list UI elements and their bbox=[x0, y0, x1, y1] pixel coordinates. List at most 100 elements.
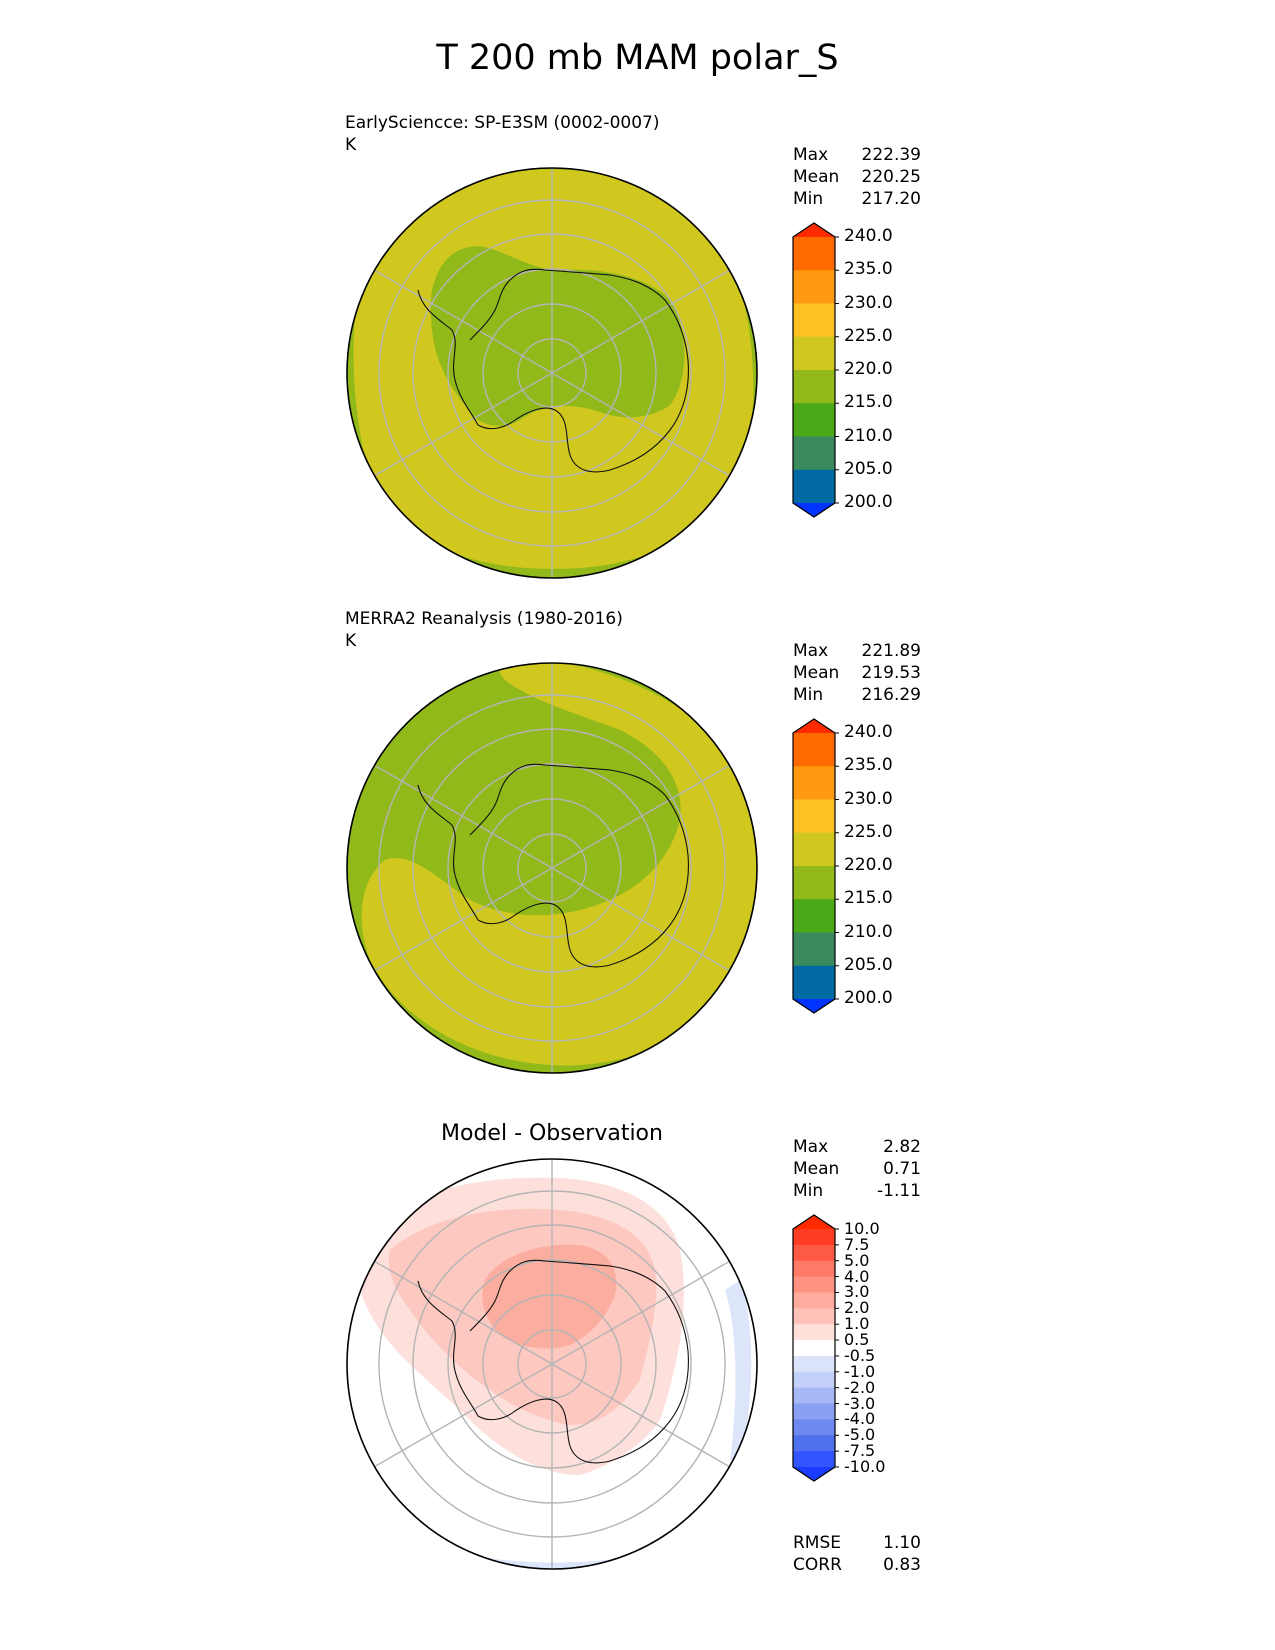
colorbar-tick-label: 2.0 bbox=[844, 1298, 870, 1318]
colorbar-segment bbox=[793, 866, 835, 900]
panel-2-colorbar bbox=[792, 718, 839, 1014]
panel-3-title: Model - Observation bbox=[441, 1121, 663, 1146]
colorbar-tick-label: 215.0 bbox=[844, 392, 893, 413]
figure-title: T 200 mb MAM polar_S bbox=[436, 38, 839, 78]
colorbar-tick-label: 5.0 bbox=[844, 1250, 870, 1270]
panel-1-units: K bbox=[345, 135, 357, 155]
colorbar-segment bbox=[793, 1403, 835, 1420]
colorbar-tick-label: 10.0 bbox=[844, 1219, 880, 1238]
colorbar-tick-label: 200.0 bbox=[844, 988, 893, 1008]
panel-3-stats: Max 2.82 Mean 0.71 Min -1.11 bbox=[793, 1136, 921, 1202]
stat-row: Max 222.39 bbox=[793, 145, 921, 165]
colorbar-tick-label: 205.0 bbox=[844, 458, 893, 479]
colorbar-tick-label: 240.0 bbox=[844, 722, 893, 742]
colorbar-segment bbox=[793, 403, 835, 437]
colorbar-segment bbox=[793, 1260, 835, 1278]
graticule bbox=[373, 663, 731, 1073]
colorbar-segment bbox=[793, 965, 835, 1000]
stat-row: Mean 219.53 bbox=[793, 663, 921, 683]
panel-1-title-text: EarlySciencce: SP-E3SM (0002-0007) bbox=[345, 113, 660, 133]
stat-row: Min 216.29 bbox=[793, 685, 921, 705]
colorbar-tick-label: 240.0 bbox=[844, 226, 893, 246]
metric-row: CORR 0.83 bbox=[793, 1555, 921, 1575]
panel-1-colorbar bbox=[792, 222, 839, 518]
coastline bbox=[417, 763, 689, 968]
panel-2-title-text: MERRA2 Reanalysis (1980-2016) bbox=[345, 609, 623, 629]
colorbar-segment bbox=[793, 336, 835, 371]
colorbar-tick-label: 220.0 bbox=[844, 855, 893, 875]
colorbar-tick-label: -4.0 bbox=[844, 1409, 876, 1429]
colorbar-segment bbox=[793, 1387, 835, 1405]
graticule bbox=[373, 1159, 731, 1569]
coastline bbox=[417, 268, 689, 473]
panel-1-stats: Max 222.39 Mean 220.25 Min 217.20 bbox=[793, 144, 921, 210]
field-positive-strong bbox=[482, 1244, 617, 1349]
panel-2-title: MERRA2 Reanalysis (1980-2016) K bbox=[345, 608, 623, 652]
colorbar-segment bbox=[793, 1276, 835, 1293]
stat-row: Mean 220.25 bbox=[793, 167, 921, 187]
colorbar-segment bbox=[793, 303, 835, 338]
stat-row: Mean 0.71 bbox=[793, 1159, 921, 1179]
field-ring-band bbox=[361, 663, 757, 1066]
colorbar-tick-label: -7.5 bbox=[844, 1441, 876, 1461]
colorbar-segment bbox=[793, 270, 835, 304]
colorbar-tick-label: 230.0 bbox=[844, 788, 893, 809]
stat-row: Min -1.11 bbox=[793, 1181, 921, 1201]
panel-3-metrics: RMSE 1.10 CORR 0.83 bbox=[793, 1532, 921, 1576]
colorbar-extend-top bbox=[793, 719, 835, 733]
colorbar-segment bbox=[793, 370, 835, 404]
map-boundary bbox=[346, 1158, 758, 1570]
panel-3-colorbar bbox=[792, 1214, 839, 1482]
colorbar-segment bbox=[793, 1324, 835, 1341]
metric-row: RMSE 1.10 bbox=[793, 1533, 921, 1553]
stat-row: Max 221.89 bbox=[793, 641, 921, 661]
colorbar-tick-label: 7.5 bbox=[844, 1234, 870, 1254]
panel-2-map bbox=[346, 662, 758, 1074]
panel-2-stats: Max 221.89 Mean 219.53 Min 216.29 bbox=[793, 640, 921, 706]
colorbar-tick-label: 225.0 bbox=[844, 821, 893, 842]
colorbar-tick-label: -5.0 bbox=[844, 1425, 876, 1445]
colorbar-segment bbox=[793, 766, 835, 800]
colorbar-extend-bottom bbox=[793, 503, 835, 517]
colorbar-tick-label: -10.0 bbox=[844, 1457, 886, 1476]
colorbar-tick-label: 210.0 bbox=[844, 921, 893, 942]
colorbar-segment bbox=[793, 1355, 835, 1373]
panel-2-units: K bbox=[345, 631, 357, 651]
colorbar-segment bbox=[793, 1244, 835, 1262]
colorbar-tick-label: 205.0 bbox=[844, 954, 893, 975]
colorbar-segment bbox=[793, 932, 835, 967]
stat-row: Max 2.82 bbox=[793, 1137, 921, 1157]
colorbar-segment bbox=[793, 899, 835, 933]
colorbar-segment bbox=[793, 1292, 835, 1309]
colorbar-tick-label: 4.0 bbox=[844, 1266, 870, 1286]
field-negative-light bbox=[725, 1280, 752, 1460]
colorbar-tick-label: -3.0 bbox=[844, 1393, 876, 1413]
map-boundary bbox=[346, 662, 758, 1074]
colorbar-tick-label: 215.0 bbox=[844, 888, 893, 909]
map-boundary bbox=[346, 167, 758, 579]
colorbar-tick-label: 3.0 bbox=[844, 1282, 870, 1302]
colorbar-segment bbox=[793, 1451, 835, 1468]
graticule bbox=[373, 168, 731, 578]
colorbar-segment bbox=[793, 799, 835, 834]
colorbar-tick-label: 0.5 bbox=[844, 1330, 870, 1350]
colorbar-segment bbox=[793, 436, 835, 471]
colorbar-extend-top bbox=[793, 1215, 835, 1229]
colorbar-segment bbox=[793, 1308, 835, 1325]
colorbar-tick-label: 210.0 bbox=[844, 425, 893, 446]
colorbar-tick-label: 235.0 bbox=[844, 755, 893, 776]
colorbar-tick-label: 1.0 bbox=[844, 1314, 870, 1334]
stat-row: Min 217.20 bbox=[793, 189, 921, 209]
colorbar-tick-label: 220.0 bbox=[844, 359, 893, 379]
coastline bbox=[417, 1259, 689, 1464]
colorbar-segment bbox=[793, 1435, 835, 1452]
colorbar-tick-label: 230.0 bbox=[844, 292, 893, 313]
colorbar-segment bbox=[793, 1371, 835, 1389]
colorbar-tick-label: 235.0 bbox=[844, 259, 893, 280]
panel-3-map bbox=[346, 1158, 758, 1570]
colorbar-segment bbox=[793, 733, 835, 767]
colorbar-segment bbox=[793, 469, 835, 504]
colorbar-extend-bottom bbox=[793, 1467, 835, 1481]
colorbar-tick-label: -1.0 bbox=[844, 1361, 876, 1381]
